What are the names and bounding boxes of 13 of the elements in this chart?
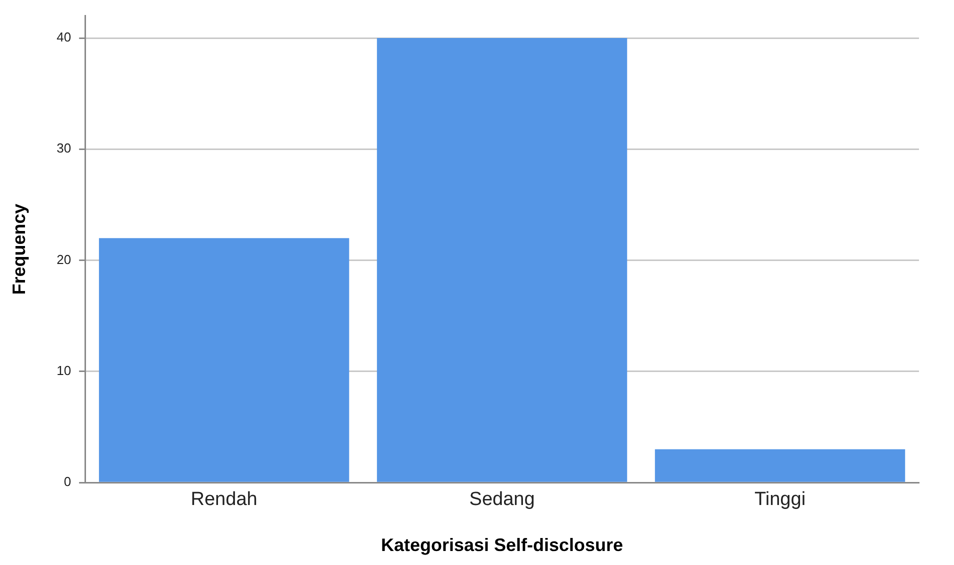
x-tick-label: Tinggi (754, 489, 806, 510)
bar (654, 449, 906, 482)
bar (376, 38, 628, 482)
y-tick-label: 40 (56, 30, 72, 45)
y-tick-label: 10 (56, 363, 72, 378)
y-tick-label: 0 (64, 474, 72, 490)
x-tick-label: Sedang (469, 489, 535, 510)
y-tick-label: 30 (56, 140, 72, 156)
bar (98, 238, 350, 482)
y-tick-label: 20 (56, 252, 72, 267)
x-tick-label: Rendah (190, 489, 258, 510)
y-axis-title: Frequency (8, 204, 29, 295)
x-axis-title: Kategorisasi Self-disclosure (380, 535, 624, 556)
